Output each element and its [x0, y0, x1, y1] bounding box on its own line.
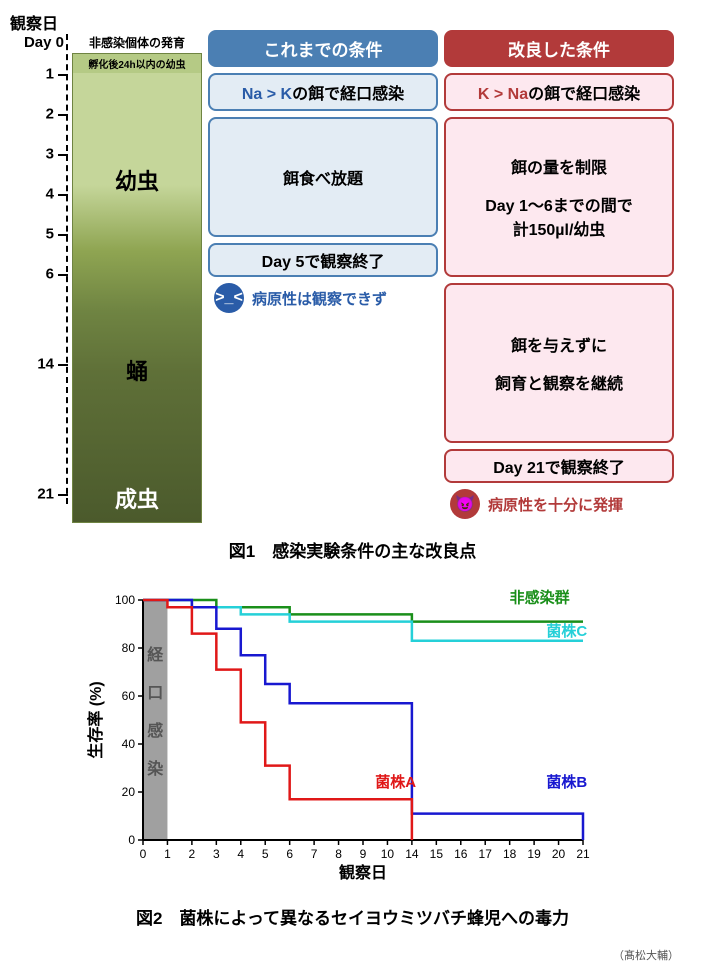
previous-result-text: 病原性は観察できず — [252, 288, 387, 309]
svg-text:1: 1 — [164, 847, 171, 861]
improved-header: 改良した条件 — [444, 30, 674, 67]
svg-text:経: 経 — [147, 645, 164, 664]
timeline-tick-label: 3 — [46, 146, 54, 163]
improved-food-line2: Day 1〜6までの間で — [446, 192, 672, 216]
improved-infect-prefix: K > Na — [478, 86, 528, 103]
previous-end-box: Day 5で観察終了 — [208, 243, 438, 277]
svg-text:19: 19 — [527, 847, 541, 861]
development-larva-label: 幼虫 — [73, 164, 201, 196]
timeline-tick — [58, 194, 68, 196]
svg-text:21: 21 — [576, 847, 590, 861]
svg-text:80: 80 — [121, 641, 135, 655]
timeline-tick — [58, 494, 68, 496]
timeline-day0: Day 0 — [24, 34, 64, 51]
svg-text:60: 60 — [121, 689, 135, 703]
improved-food-line3: 計150µl/幼虫 — [446, 216, 672, 240]
svg-text:菌株C: 菌株C — [546, 622, 587, 640]
development-heading: 非感染個体の発育 — [72, 34, 202, 51]
svg-text:6: 6 — [286, 847, 293, 861]
development-pupa-label: 蛹 — [73, 354, 201, 386]
svg-text:0: 0 — [139, 847, 146, 861]
improved-cont-line1: 餌を与えずに — [446, 332, 672, 356]
svg-text:14: 14 — [405, 847, 419, 861]
previous-infect-prefix: Na > K — [242, 86, 292, 103]
svg-text:生存率 (%): 生存率 (%) — [86, 681, 105, 758]
previous-infection-box: Na > Kの餌で経口感染 — [208, 73, 438, 111]
timeline-row: Day 0 1 2 3 4 5 6 14 21 非感染個体の発育 孵化後24h以内の幼虫 幼虫… — [10, 34, 202, 523]
previous-result: >_< 病原性は観察できず — [208, 283, 438, 313]
svg-text:4: 4 — [237, 847, 244, 861]
improved-condition-column: 改良した条件 K > Naの餌で経口感染 餌の量を制限 Day 1〜6までの間で… — [444, 30, 674, 519]
svg-text:染: 染 — [146, 759, 164, 778]
timeline-tick-label: 6 — [46, 266, 54, 283]
improved-result: 😈 病原性を十分に発揮 — [444, 489, 674, 519]
previous-food-box: 餌食べ放題 — [208, 117, 438, 237]
timeline-tick-label: 21 — [37, 486, 54, 503]
previous-end-text: Day 5で観察終了 — [210, 248, 436, 272]
improved-cont-line2: 飼育と観察を継続 — [446, 370, 672, 394]
svg-text:感: 感 — [147, 721, 163, 740]
timeline-tick — [58, 234, 68, 236]
timeline-column: 観察日 Day 0 1 2 3 4 5 6 14 21 非感染個体の発育 孵化後24h以内の幼… — [10, 10, 202, 523]
timeline-axis: Day 0 1 2 3 4 5 6 14 21 — [10, 34, 68, 504]
svg-text:16: 16 — [454, 847, 468, 861]
figure-1-caption: 図1 感染実験条件の主な改良点 — [10, 537, 695, 562]
timeline-tick — [58, 154, 68, 156]
credit-text: （髙松大輔） — [10, 947, 695, 963]
improved-end-text: Day 21で観察終了 — [446, 454, 672, 478]
svg-text:7: 7 — [310, 847, 317, 861]
svg-text:2: 2 — [188, 847, 195, 861]
svg-text:0: 0 — [128, 833, 135, 847]
sad-face-icon: >_< — [214, 283, 244, 313]
timeline-tick — [58, 274, 68, 276]
devil-face-icon: 😈 — [450, 489, 480, 519]
timeline-tick-label: 1 — [46, 66, 54, 83]
svg-text:15: 15 — [429, 847, 443, 861]
figure-1: 観察日 Day 0 1 2 3 4 5 6 14 21 非感染個体の発育 孵化後24h以内の幼… — [10, 10, 695, 523]
svg-text:20: 20 — [551, 847, 565, 861]
timeline-tick-label: 5 — [46, 226, 54, 243]
svg-text:非感染群: 非感染群 — [509, 588, 569, 606]
survival-chart: 経口感染 0 20 40 60 80 100 0 1 2 3 4 5 6 7 8 9 10 14 15 16 17 18 19… — [83, 580, 623, 890]
svg-text:40: 40 — [121, 737, 135, 751]
timeline-tick-label: 4 — [46, 186, 54, 203]
svg-text:9: 9 — [359, 847, 366, 861]
previous-food-text: 餌食べ放題 — [210, 165, 436, 189]
previous-header: これまでの条件 — [208, 30, 438, 67]
svg-text:17: 17 — [478, 847, 492, 861]
development-adult-label: 成虫 — [73, 482, 201, 514]
svg-text:3: 3 — [212, 847, 219, 861]
timeline-tick — [58, 74, 68, 76]
svg-text:菌株B: 菌株B — [546, 773, 587, 791]
previous-infect-suffix: の餌で経口感染 — [292, 86, 404, 103]
improved-infect-suffix: の餌で経口感染 — [528, 86, 640, 103]
svg-text:20: 20 — [121, 785, 135, 799]
improved-food-line1: 餌の量を制限 — [446, 154, 672, 178]
development-bar: 孵化後24h以内の幼虫 幼虫 蛹 成虫 — [72, 53, 202, 523]
timeline-tick-label: 14 — [37, 356, 54, 373]
timeline-heading: 観察日 — [10, 10, 58, 34]
development-egg-label: 孵化後24h以内の幼虫 — [73, 54, 201, 73]
svg-text:100: 100 — [114, 593, 134, 607]
development-column: 非感染個体の発育 孵化後24h以内の幼虫 幼虫 蛹 成虫 — [72, 34, 202, 523]
figure-2-caption: 図2 菌株によって異なるセイヨウミツバチ蜂児への毒力 — [10, 904, 695, 929]
svg-text:観察日: 観察日 — [338, 863, 386, 882]
improved-end-box: Day 21で観察終了 — [444, 449, 674, 483]
timeline-tick — [58, 364, 68, 366]
svg-text:5: 5 — [261, 847, 268, 861]
figure-2: 経口感染 0 20 40 60 80 100 0 1 2 3 4 5 6 7 8 9 10 14 15 16 17 18 19… — [10, 580, 695, 890]
svg-text:10: 10 — [380, 847, 394, 861]
improved-infection-box: K > Naの餌で経口感染 — [444, 73, 674, 111]
svg-text:18: 18 — [502, 847, 516, 861]
svg-text:菌株A: 菌株A — [375, 773, 416, 791]
timeline-tick — [58, 114, 68, 116]
improved-continue-box: 餌を与えずに 飼育と観察を継続 — [444, 283, 674, 443]
svg-text:口: 口 — [147, 685, 163, 702]
svg-text:8: 8 — [335, 847, 342, 861]
previous-condition-column: これまでの条件 Na > Kの餌で経口感染 餌食べ放題 Day 5で観察終了 >… — [208, 30, 438, 313]
improved-food-box: 餌の量を制限 Day 1〜6までの間で 計150µl/幼虫 — [444, 117, 674, 277]
timeline-tick-label: 2 — [46, 106, 54, 123]
improved-result-text: 病原性を十分に発揮 — [488, 494, 623, 515]
